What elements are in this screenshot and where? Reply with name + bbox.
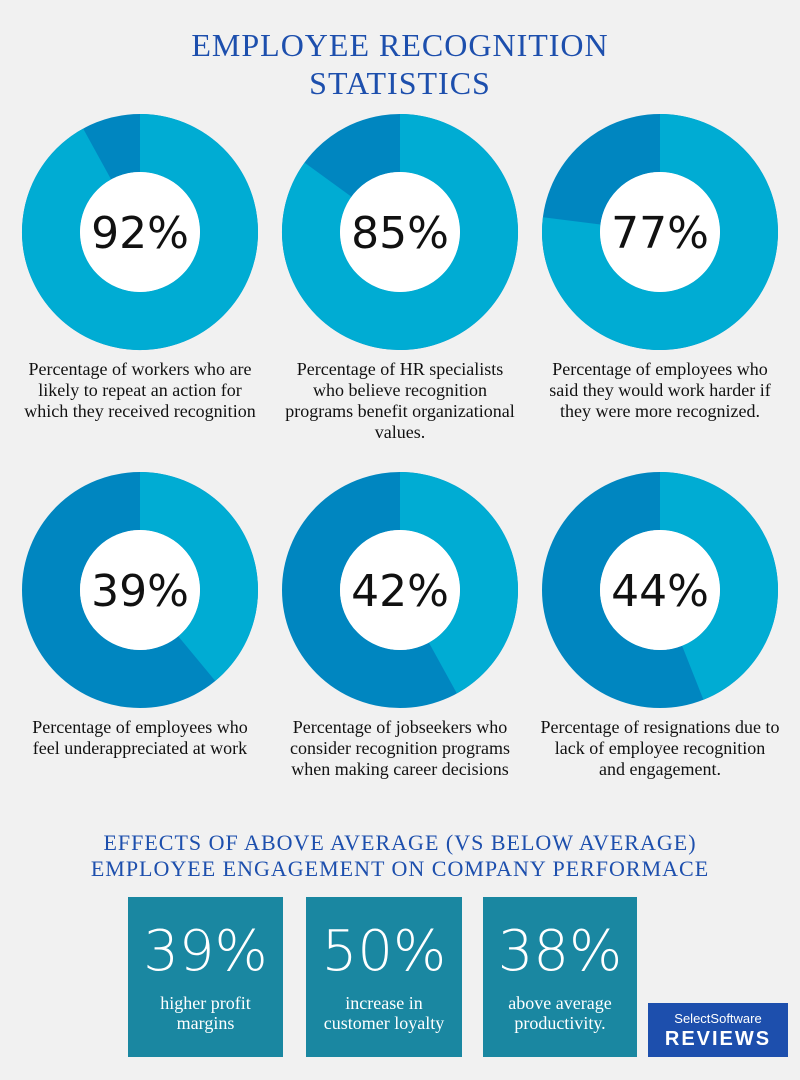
caption: Percentage of HR specialists who believe… (285, 359, 515, 442)
donut-arc (138, 472, 258, 681)
donut-hole (340, 172, 460, 292)
effect-value: 39% (143, 919, 268, 984)
donut-arc (658, 472, 778, 700)
value-label: 77% (611, 208, 709, 259)
effect-box: 50% increase in customer loyalty (306, 897, 462, 1057)
value-label: 42% (351, 566, 449, 617)
donut-hole (80, 172, 200, 292)
charts: 92% 85% 77% 39% 42% 44% (22, 114, 778, 708)
donut-arc (282, 114, 518, 350)
donut-hole (600, 530, 720, 650)
logo-top: SelectSoftware (674, 1011, 762, 1026)
effect-value: 38% (497, 919, 623, 984)
effect-value: 50% (321, 919, 447, 984)
donut-hole (80, 530, 200, 650)
caption: Percentage of resignations due to lack o… (540, 717, 780, 779)
logo: SelectSoftware REVIEWS (648, 1003, 788, 1057)
value-label: 39% (91, 566, 189, 617)
effects-title: EFFECTS OF ABOVE AVERAGE (VS BELOW AVERA… (90, 830, 710, 881)
donut-hole (600, 172, 720, 292)
effect-label: above average productivity. (508, 993, 612, 1033)
donut-arc (398, 472, 518, 694)
value-label: 44% (611, 566, 709, 617)
effect-label: higher profit margins (160, 993, 251, 1033)
donut-arc (542, 114, 778, 350)
caption: Percentage of workers who are likely to … (24, 359, 256, 421)
value-label: 92% (91, 208, 189, 259)
caption: Percentage of jobseekers who consider re… (290, 717, 510, 779)
effect-box: 39% higher profit margins (128, 897, 283, 1057)
donut-hole (340, 530, 460, 650)
value-label: 85% (351, 208, 449, 259)
page-title: EMPLOYEE RECOGNITION STATISTICS (191, 27, 609, 101)
effect-box: 38% above average productivity. (483, 897, 637, 1057)
effect-label: increase in customer loyalty (323, 993, 445, 1033)
caption: Percentage of employees who feel underap… (32, 717, 248, 758)
donut-arc (22, 114, 258, 350)
logo-bottom: REVIEWS (664, 1028, 772, 1050)
caption: Percentage of employees who said they wo… (549, 359, 771, 421)
